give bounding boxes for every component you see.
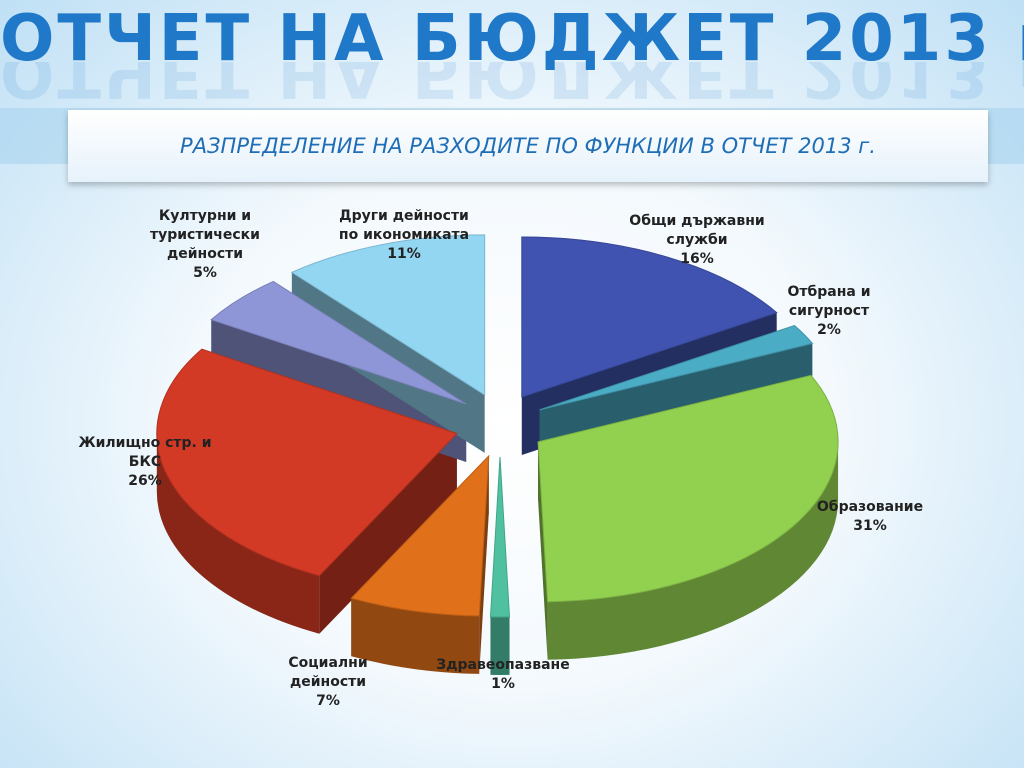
category-label: Образование: [816, 499, 924, 515]
value-label: 11%: [387, 246, 421, 262]
value-label: 2%: [817, 322, 841, 338]
category-label: Жилищно стр. и БКС: [78, 435, 212, 470]
slice-wall: [538, 441, 548, 660]
slice-side: [490, 616, 510, 675]
value-label: 26%: [128, 473, 162, 489]
category-label: Отбрана и сигурност: [787, 284, 871, 319]
pie-slice: [350, 454, 490, 617]
slice-label: Здравеопазване 1%: [428, 656, 578, 694]
category-label: Социални дейности: [288, 655, 368, 690]
slice-label: Образование 31%: [805, 498, 935, 536]
pie-slice: [290, 234, 486, 396]
pie-slice: [537, 374, 839, 603]
slice-side: [547, 441, 839, 660]
category-label: Други дейности по икономиката: [338, 208, 470, 243]
pie-slice: [539, 324, 814, 411]
value-label: 31%: [853, 518, 887, 534]
slice-wall: [319, 433, 457, 634]
slice-label: Други дейности по икономиката 11%: [329, 207, 479, 264]
value-label: 1%: [491, 676, 515, 692]
pie-slice: [156, 348, 458, 577]
value-label: 5%: [193, 265, 217, 281]
category-label: Здравеопазване: [436, 657, 570, 673]
slice-label: Общи държавни служби 16%: [622, 212, 772, 269]
category-label: Културни и туристически дейности: [149, 208, 260, 262]
slice-label: Социални дейности 7%: [273, 654, 383, 711]
pie-slice: [210, 280, 467, 405]
value-label: 7%: [316, 693, 340, 709]
pie-slice: [521, 236, 778, 398]
subtitle: РАЗПРЕДЕЛЕНИЕ НА РАЗХОДИТЕ ПО ФУНКЦИИ В …: [68, 110, 988, 182]
pie-slice: [489, 456, 511, 618]
slice-side: [351, 598, 480, 674]
value-label: 16%: [680, 251, 714, 267]
title: ОТЧЕТ НА БЮДЖЕТ 2013 г.: [0, 2, 1024, 76]
slice-label: Отбрана и сигурност 2%: [774, 283, 884, 340]
slice-side: [156, 433, 320, 634]
slice-label: Културни и туристически дейности 5%: [140, 207, 270, 283]
slice-label: Жилищно стр. и БКС 26%: [70, 434, 220, 491]
category-label: Общи държавни служби: [629, 213, 765, 248]
